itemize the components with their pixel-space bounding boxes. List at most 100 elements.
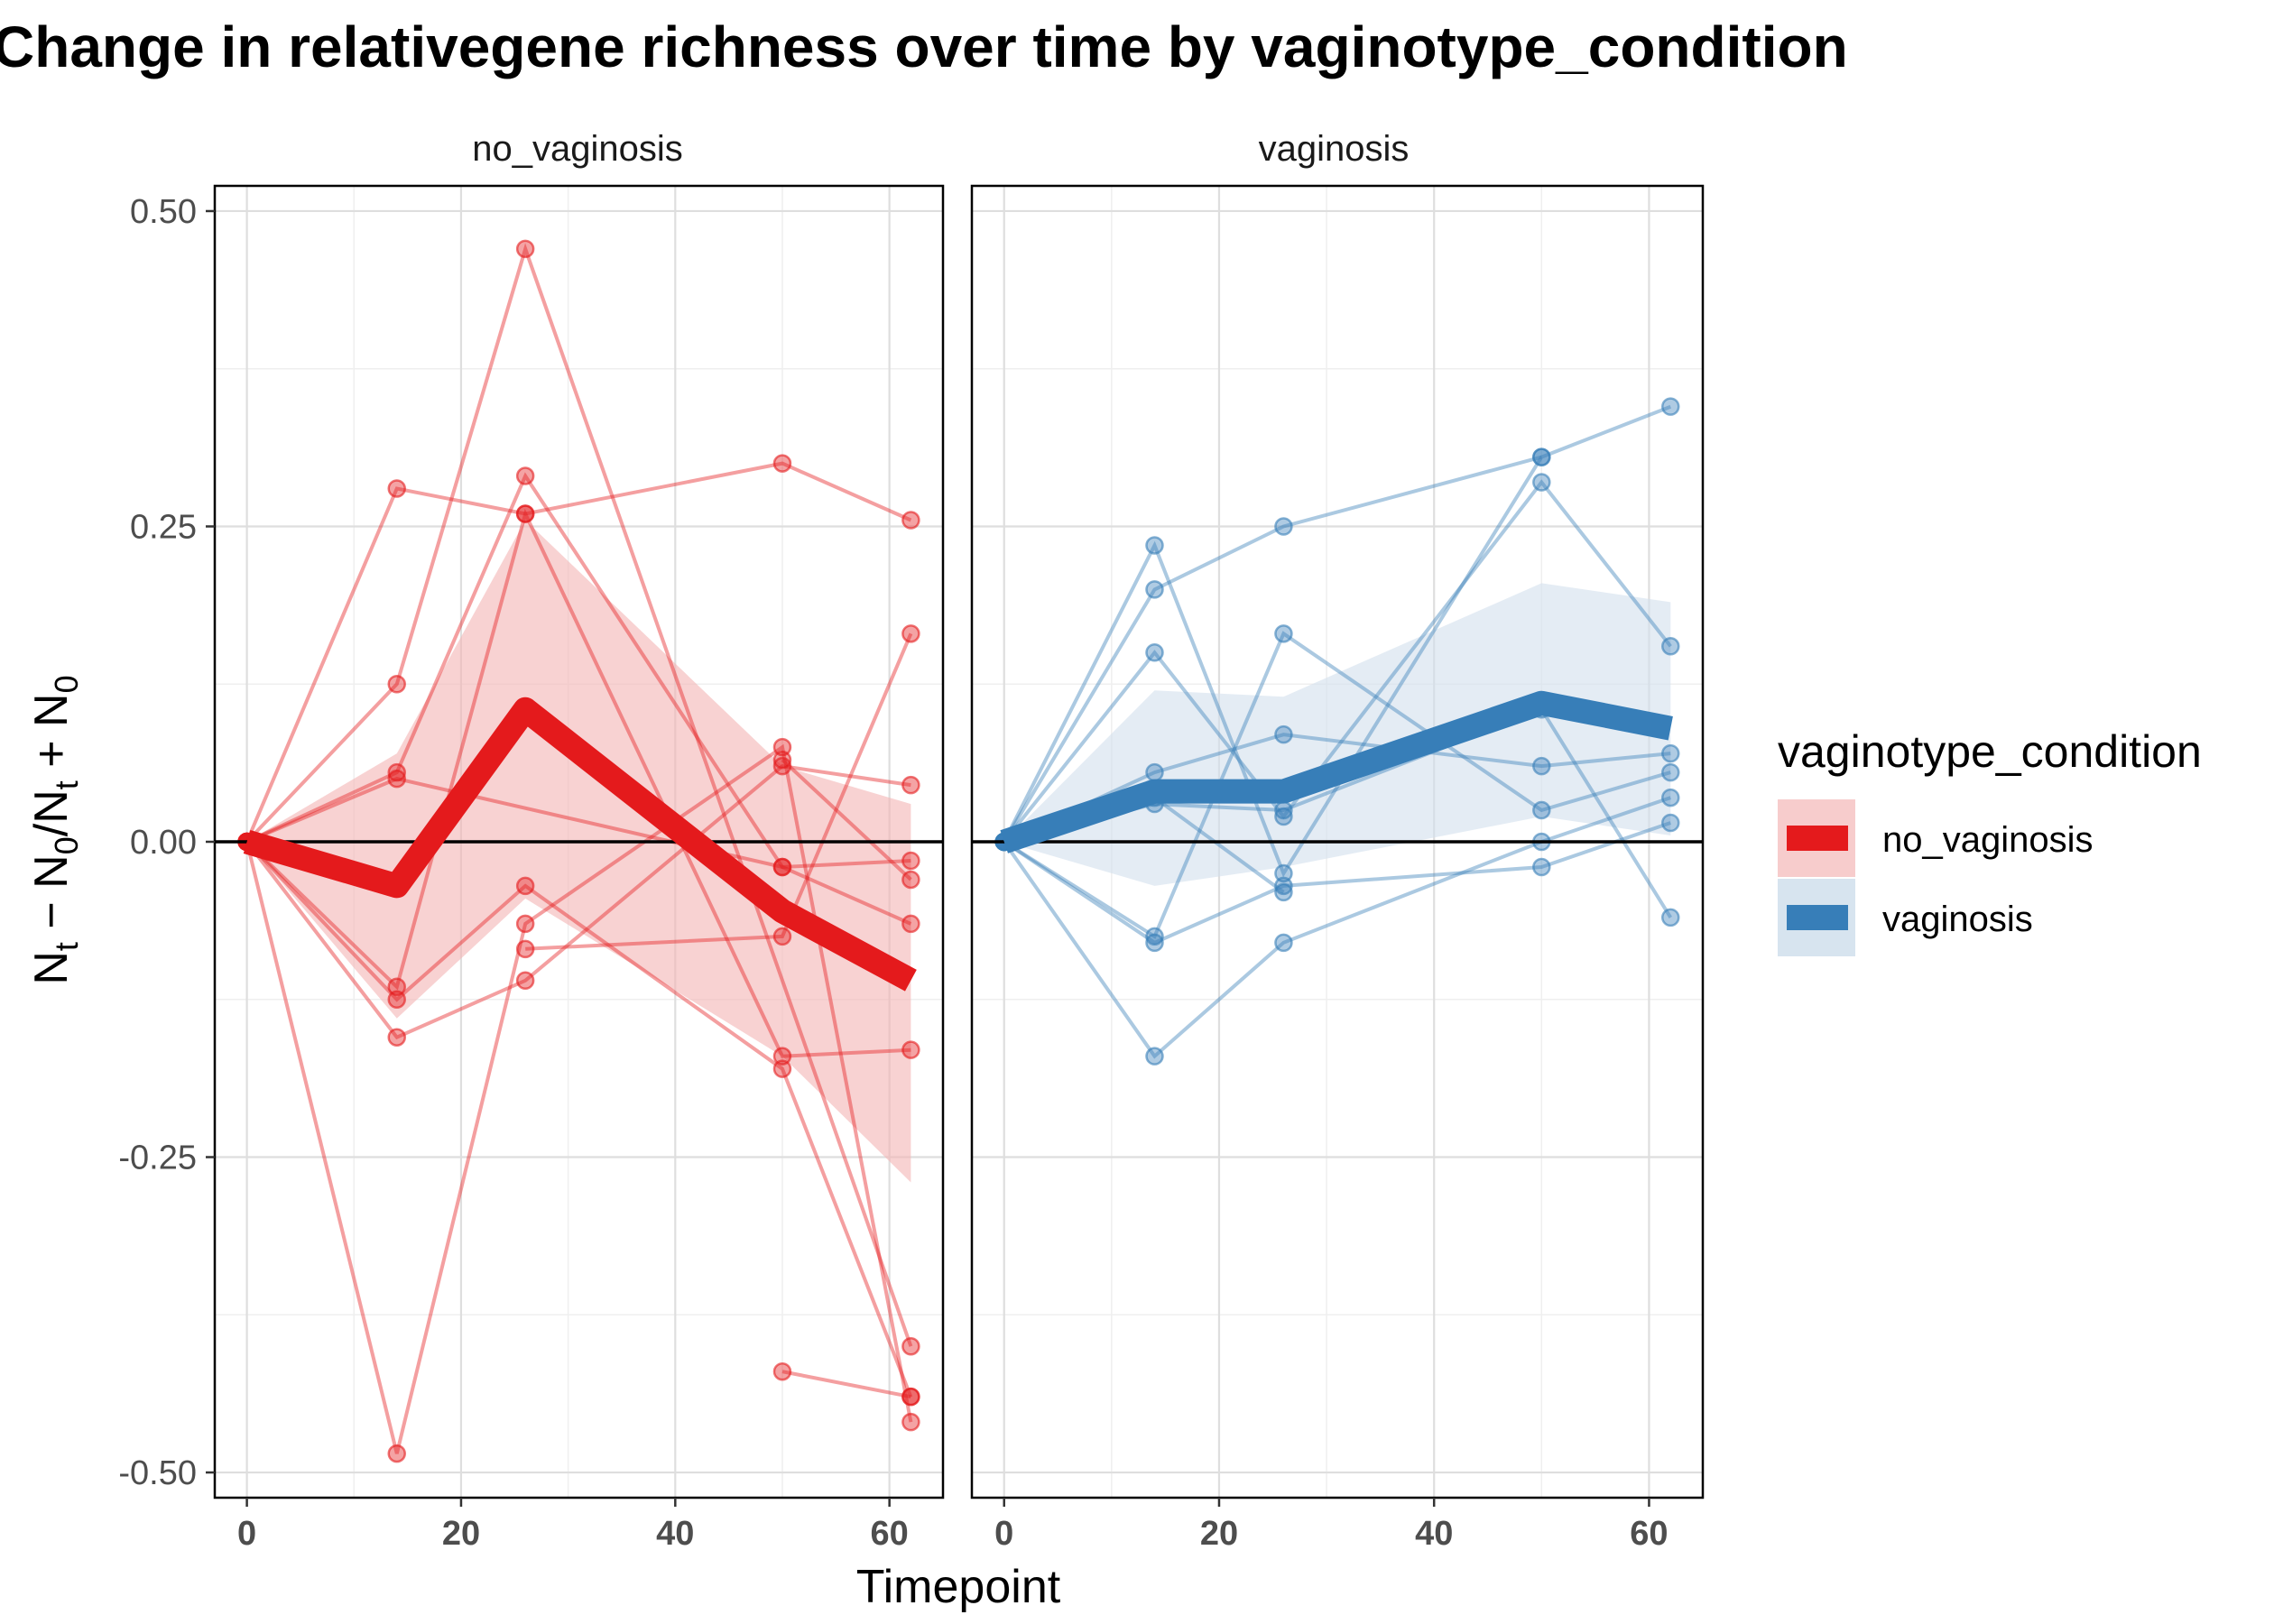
subject-point	[387, 762, 406, 782]
subject-point	[772, 737, 792, 757]
subject-point	[515, 466, 535, 485]
subject-point	[1532, 800, 1551, 820]
subject-point	[1661, 788, 1680, 807]
subject-line	[245, 763, 911, 1040]
panel-strip-label: vaginosis	[1259, 129, 1410, 169]
subject-point	[1145, 927, 1164, 946]
subject-point	[1274, 624, 1293, 643]
subject-point	[1145, 933, 1164, 953]
subject-point	[387, 674, 406, 694]
x-tick-label: 20	[442, 1515, 480, 1553]
subject-point	[1532, 756, 1551, 776]
x-tick-label: 20	[1200, 1515, 1238, 1553]
subject-point	[1661, 743, 1680, 763]
subject-point	[1274, 807, 1293, 826]
confidence-ribbon	[1003, 583, 1671, 886]
subject-point	[387, 479, 406, 498]
subject-line	[525, 632, 913, 951]
subject-point	[515, 939, 535, 959]
subject-line	[245, 508, 911, 1058]
subject-point	[1661, 908, 1680, 927]
subject-line	[1002, 455, 1542, 844]
x-tick-label: 0	[237, 1515, 256, 1553]
subject-point	[772, 1361, 792, 1381]
x-tick-label: 60	[871, 1515, 909, 1553]
chart-title: Change in relativegene richness over tim…	[0, 14, 1848, 79]
subject-point	[772, 750, 792, 770]
subject-point	[901, 1387, 920, 1407]
panel-strip-label: no_vaginosis	[472, 129, 683, 169]
subject-11	[772, 1361, 920, 1407]
subject-line	[245, 461, 912, 843]
subject-point	[901, 870, 920, 890]
subject-point	[515, 914, 535, 934]
subject-line	[245, 777, 911, 870]
subject-point	[1274, 876, 1293, 896]
legend-title: vaginotype_condition	[1778, 726, 2202, 777]
subject-point	[387, 769, 406, 789]
subject-point	[1145, 1047, 1164, 1066]
y-tick-label: -0.25	[118, 1140, 197, 1177]
y-tick-label: -0.50	[118, 1454, 197, 1492]
subject-point	[1145, 643, 1164, 662]
subject-point	[515, 239, 535, 259]
subject-point	[1145, 536, 1164, 555]
x-tick-label: 40	[656, 1515, 694, 1553]
subject-line	[781, 1370, 911, 1399]
subject-point	[901, 511, 920, 530]
subject-4	[237, 769, 920, 877]
subject-10	[772, 750, 920, 890]
legend-label-no-vaginosis: no_vaginosis	[1882, 820, 2094, 860]
subject-point	[1661, 813, 1680, 833]
subject-point	[901, 1412, 920, 1432]
subject-3	[994, 473, 1680, 852]
subject-line	[245, 243, 913, 1347]
subject-point	[901, 1336, 920, 1356]
y-tick-label: 0.25	[130, 508, 197, 546]
subject-point	[772, 756, 792, 776]
subject-point	[1274, 800, 1293, 820]
subject-2	[237, 239, 920, 1356]
subject-line	[1003, 796, 1671, 1059]
subject-point	[1532, 473, 1551, 492]
subject-point	[387, 1028, 406, 1047]
subject-point	[1661, 397, 1680, 416]
subject-point	[901, 624, 920, 643]
subject-point	[901, 851, 920, 871]
subject-point	[387, 977, 406, 997]
x-tick-label: 40	[1415, 1515, 1453, 1553]
x-tick-label: 60	[1630, 1515, 1668, 1553]
subject-point	[1274, 933, 1293, 953]
subject-point	[515, 971, 535, 991]
y-axis: 0.50 0.25 0.00 -0.25 -0.50	[118, 193, 215, 1492]
mean-line	[1000, 690, 1673, 854]
subject-line	[1003, 479, 1672, 844]
subject-point	[1274, 863, 1293, 883]
subject-point	[1661, 762, 1680, 782]
subject-point	[1274, 882, 1293, 902]
panel-vaginosis: vaginosis	[970, 129, 1705, 1499]
subject-line	[1002, 404, 1672, 878]
legend-label-vaginosis: vaginosis	[1882, 900, 2033, 939]
subject-point	[1145, 762, 1164, 782]
x-axis: 0 20 40 60 0 20 40 60	[237, 1498, 1669, 1553]
subject-point	[901, 914, 920, 934]
mean-line	[243, 697, 917, 992]
subject-point	[1661, 637, 1680, 656]
subject-line	[245, 840, 913, 1398]
legend: vaginotype_condition no_vaginosis vagino…	[1778, 726, 2202, 956]
subject-point	[1274, 517, 1293, 536]
subject-point	[772, 1059, 792, 1078]
subject-point	[901, 1040, 920, 1059]
y-tick-label: 0.50	[130, 193, 197, 231]
x-axis-title: Timepoint	[856, 1561, 1061, 1613]
subject-line	[245, 472, 912, 926]
subject-point	[1145, 580, 1164, 599]
subject-line	[1003, 631, 1671, 939]
subject-line	[245, 743, 913, 1454]
subject-point	[772, 857, 792, 877]
subject-2	[994, 448, 1551, 852]
subject-point	[772, 454, 792, 473]
subject-point	[387, 990, 406, 1010]
